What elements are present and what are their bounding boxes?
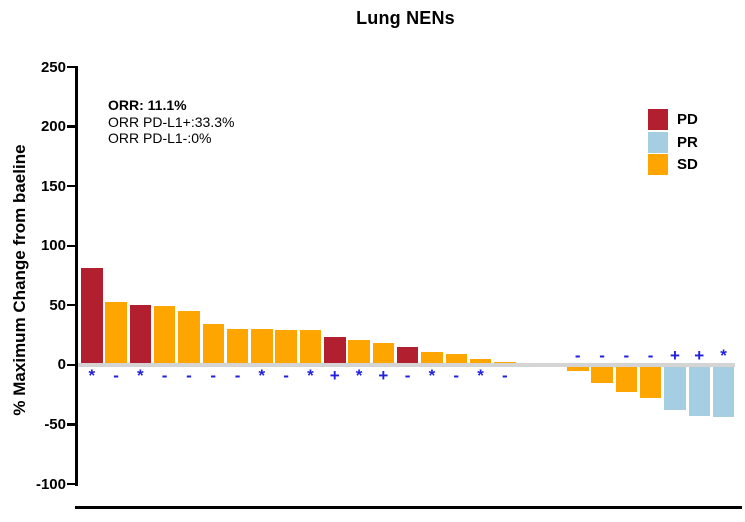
legend-swatch-pd [648, 109, 668, 130]
zero-baseline [77, 362, 735, 368]
annotation-orr-pdl1-neg: ORR PD-L1-:0% [108, 130, 212, 146]
patient-marker: - [623, 346, 630, 365]
legend-label: PR [677, 133, 698, 151]
bar-pr [664, 367, 686, 411]
patient-marker: * [258, 366, 266, 385]
patient-marker: - [574, 346, 581, 365]
y-tick-label: 200 [40, 118, 66, 136]
y-tick-mark [67, 244, 76, 247]
legend-label: SD [677, 156, 698, 174]
chart-title: Lung NENs [356, 8, 455, 28]
patient-marker: + [669, 346, 680, 365]
bar-sd [421, 351, 443, 363]
legend-item-sd: SD [648, 154, 698, 176]
bar-sd [105, 301, 127, 363]
patient-marker: - [283, 366, 289, 385]
annotation-orr-pdl1-pos: ORR PD-L1+:33.3% [108, 114, 235, 130]
patient-marker: * [477, 366, 484, 385]
patient-marker: - [647, 346, 654, 365]
bar-pd [324, 337, 346, 363]
y-tick-mark [67, 482, 76, 486]
y-axis-line [75, 66, 78, 486]
y-tick-label: 100 [40, 237, 66, 255]
bar-sd [639, 367, 662, 399]
bar-sd [299, 330, 322, 363]
y-tick-label: 50 [49, 296, 66, 314]
legend-item-pr: PR [648, 131, 698, 153]
y-tick-label: 250 [40, 58, 66, 76]
patient-marker: * [137, 366, 144, 385]
legend-label: PD [677, 111, 698, 128]
y-tick-mark [67, 65, 76, 69]
patient-marker: - [453, 366, 460, 385]
y-tick-label: -50 [44, 415, 66, 433]
bar-pd [81, 268, 103, 363]
bar-sd [202, 324, 224, 363]
annotation-orr: ORR: 11.1% [108, 97, 187, 113]
y-tick-label: 150 [40, 177, 66, 195]
bar-sd [494, 361, 516, 363]
legend-swatch-pr [648, 131, 668, 153]
patient-marker: + [694, 346, 705, 365]
patient-marker: * [88, 366, 96, 385]
bar-pr [688, 367, 710, 417]
patient-marker: + [378, 366, 389, 385]
bar-sd [372, 343, 395, 363]
patient-marker: - [210, 366, 217, 385]
patient-marker: * [355, 366, 363, 385]
bar-pr [712, 367, 735, 418]
bar-sd [348, 339, 370, 363]
patient-marker: + [329, 366, 340, 385]
bar-sd [275, 330, 297, 363]
y-tick-mark [67, 363, 76, 366]
patient-marker: * [307, 366, 314, 385]
bar-pd [396, 346, 419, 363]
bar-sd [226, 329, 249, 363]
bar-sd [445, 354, 467, 363]
legend-swatch-sd [648, 154, 668, 176]
y-tick-mark [67, 185, 76, 188]
patient-marker: - [234, 366, 241, 385]
patient-marker: - [113, 366, 119, 385]
patient-marker: * [720, 346, 727, 365]
y-tick-mark [67, 423, 76, 426]
patient-marker: - [599, 346, 605, 365]
patient-marker: * [428, 366, 436, 385]
y-tick-mark [67, 304, 76, 307]
bar-pd [129, 305, 152, 363]
bar-sd [153, 306, 176, 363]
legend-item-pd: PD [648, 109, 698, 130]
bar-sd [251, 329, 273, 363]
bar-sd [178, 311, 200, 363]
bar-sd [469, 358, 492, 363]
bar-sd [615, 367, 638, 393]
y-tick-label: -100 [35, 475, 66, 493]
patient-marker: - [186, 366, 192, 385]
patient-marker: - [502, 366, 508, 385]
y-tick-mark [67, 125, 76, 128]
bar-sd [591, 367, 613, 383]
bar-sd [567, 367, 589, 371]
x-axis-line [75, 506, 742, 509]
y-tick-label: 0 [57, 356, 66, 374]
patient-marker: - [161, 366, 168, 385]
patient-marker: - [404, 366, 411, 385]
